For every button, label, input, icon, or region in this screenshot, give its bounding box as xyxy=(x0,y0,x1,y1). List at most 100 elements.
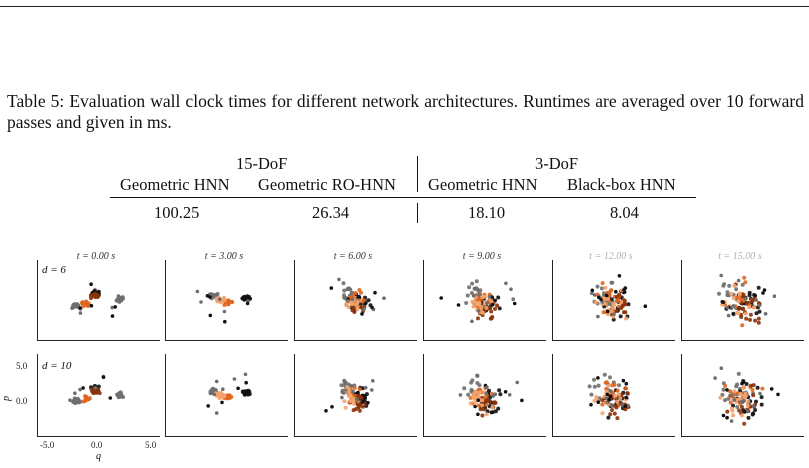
row-label-d6: d = 6 xyxy=(42,264,66,276)
scatter-point xyxy=(751,393,756,398)
scatter-point xyxy=(612,312,616,317)
scatter-point xyxy=(466,392,471,397)
scatter-point xyxy=(340,395,344,400)
scatter-point xyxy=(346,305,351,310)
scatter-point xyxy=(599,286,604,291)
scatter-point xyxy=(498,392,503,397)
scatter-point xyxy=(728,389,733,394)
scatter-point xyxy=(230,300,235,304)
scatter-point xyxy=(600,411,605,416)
scatter-point xyxy=(738,391,743,396)
scatter-point xyxy=(97,391,102,396)
scatter-point xyxy=(343,405,348,410)
scatter-point xyxy=(756,285,761,290)
scatter-point xyxy=(341,281,346,286)
time-title: t = 0.00 s xyxy=(76,251,116,262)
table-caption: Table 5: Evaluation wall clock times for… xyxy=(7,91,804,132)
scatter-point xyxy=(611,317,616,322)
scatter-point xyxy=(757,303,762,308)
scatter-point xyxy=(485,301,489,305)
column-header: Geometric RO-HNN xyxy=(258,175,396,194)
scatter-point xyxy=(615,416,620,421)
scatter-point xyxy=(605,309,610,314)
scatter-point xyxy=(751,305,756,310)
scatter-point xyxy=(245,389,250,393)
scatter-point xyxy=(366,400,370,405)
scatter-point xyxy=(725,415,729,420)
scatter-point xyxy=(731,296,736,301)
scatter-point xyxy=(735,382,740,387)
scatter-point xyxy=(769,387,774,391)
scatter-point xyxy=(713,376,717,380)
scatter-point xyxy=(734,295,739,300)
scatter-point xyxy=(464,301,469,305)
scatter-point xyxy=(497,306,502,311)
scatter-point xyxy=(469,291,474,295)
time-title: t = 12.00 s xyxy=(589,251,633,262)
scatter-point xyxy=(373,290,377,295)
scatter-point xyxy=(484,305,489,310)
scatter-point xyxy=(476,316,480,321)
scatter-point xyxy=(337,277,341,282)
scatter-point xyxy=(477,293,482,297)
group-header-15dof: 15-DoF xyxy=(236,154,288,173)
scatter-point xyxy=(749,383,753,388)
scatter-panel xyxy=(552,354,675,437)
scatter-points xyxy=(458,373,524,418)
scatter-point xyxy=(475,287,480,292)
scatter-point xyxy=(741,306,746,311)
scatter-point xyxy=(470,281,475,286)
scatter-panel xyxy=(165,354,288,437)
row-label-d10: d = 10 xyxy=(42,360,72,372)
scatter-point xyxy=(347,388,352,393)
scatter-point xyxy=(759,402,764,407)
scatter-point xyxy=(212,392,217,397)
scatter-point xyxy=(357,288,362,292)
scatter-point xyxy=(475,373,480,378)
scatter-point xyxy=(756,320,761,325)
scatter-point xyxy=(610,280,615,285)
scatter-point xyxy=(759,395,764,400)
scatter-points xyxy=(195,289,253,324)
scatter-point xyxy=(360,299,365,304)
scatter-point xyxy=(512,301,517,306)
scatter-point xyxy=(351,408,356,413)
scatter-points xyxy=(587,372,631,421)
scatter-point xyxy=(596,400,601,404)
scatter-point xyxy=(602,372,607,377)
scatter-point xyxy=(741,386,746,390)
scatter-point xyxy=(763,312,768,316)
scatter-point xyxy=(217,396,222,401)
scatter-point xyxy=(718,395,723,400)
scatter-point xyxy=(89,282,93,286)
scatter-point xyxy=(357,408,362,413)
scatter-point xyxy=(743,311,748,316)
scatter-point xyxy=(206,404,210,408)
scatter-point xyxy=(244,380,248,385)
scatter-point xyxy=(110,305,114,310)
scatter-point xyxy=(364,392,369,397)
scatter-point xyxy=(740,323,745,328)
scatter-point xyxy=(723,398,727,403)
table-cell: 26.34 xyxy=(312,203,350,222)
scatter-panel xyxy=(37,354,160,437)
scatter-point xyxy=(589,392,594,397)
scatter-point xyxy=(473,400,478,405)
scatter-point xyxy=(370,305,374,310)
scatter-point xyxy=(363,385,368,390)
scatter-point xyxy=(722,282,726,286)
scatter-point xyxy=(348,399,352,404)
scatter-point xyxy=(476,398,480,402)
scatter-point xyxy=(339,383,344,388)
scatter-point xyxy=(357,404,362,409)
scatter-point xyxy=(89,303,94,308)
scatter-point xyxy=(483,399,488,404)
scatter-point xyxy=(222,295,227,300)
scatter-point xyxy=(740,282,745,287)
scatter-point xyxy=(210,389,215,394)
scatter-point xyxy=(748,317,752,322)
scatter-point xyxy=(742,275,747,280)
scatter-point xyxy=(213,388,218,393)
scatter-point xyxy=(222,303,227,307)
scatter-points xyxy=(713,366,780,426)
